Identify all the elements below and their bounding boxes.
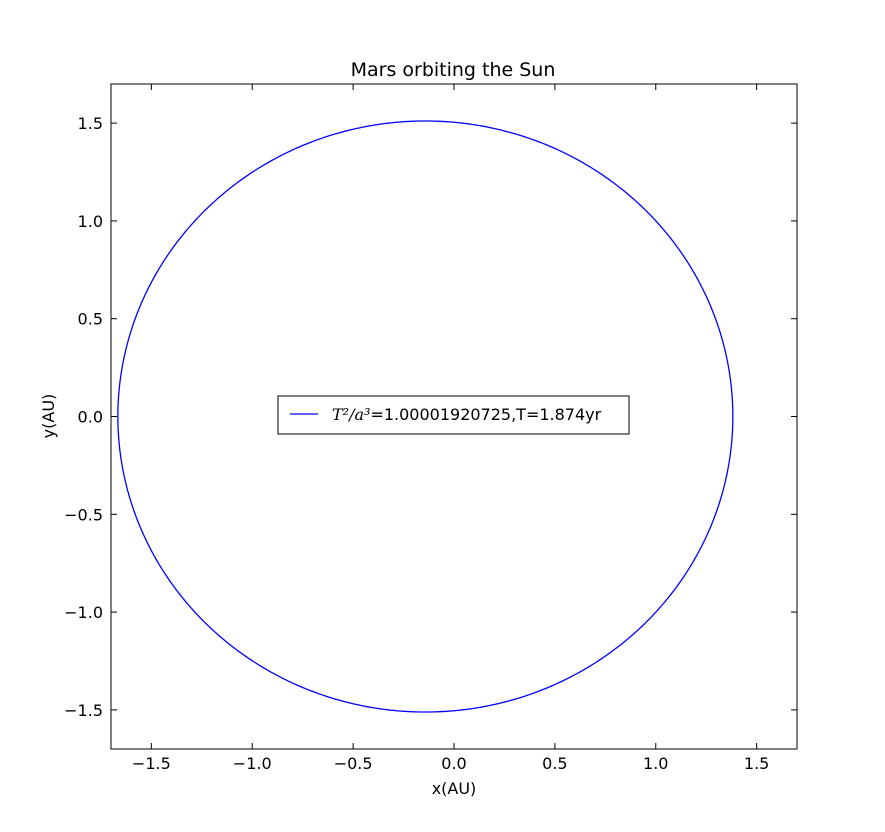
y-tick-label: 0.0 — [78, 408, 103, 427]
tick-labels: −1.5 −1.0 −0.5 0.0 0.5 1.0 1.5 −1.5 −1.0 −0.5 0.0 0… — [64, 114, 769, 773]
y-tick-label: −1.0 — [64, 603, 103, 622]
x-tick-label: −1.5 — [132, 754, 171, 773]
y-tick-label: 1.0 — [78, 212, 103, 231]
y-tick-label: −1.5 — [64, 701, 103, 720]
y-axis-label: y(AU) — [39, 394, 58, 439]
x-tick-label: −0.5 — [334, 754, 373, 773]
chart-title: Mars orbiting the Sun — [351, 59, 556, 81]
orbit-line — [117, 120, 734, 713]
legend: T²/a³=1.00001920725,T=1.874yr — [277, 395, 630, 435]
x-tick-label: 1.0 — [643, 754, 668, 773]
legend-box — [277, 395, 630, 435]
y-tick-label: 1.5 — [78, 114, 103, 133]
y-tick-label: −0.5 — [64, 505, 103, 524]
x-tick-label: −1.0 — [233, 754, 272, 773]
legend-math: T²/a³ — [332, 405, 370, 424]
x-tick-label: 1.5 — [744, 754, 769, 773]
x-tick-label: 0.0 — [441, 754, 466, 773]
legend-label: T²/a³=1.00001920725,T=1.874yr — [332, 405, 602, 424]
legend-value: =1.00001920725,T=1.874yr — [370, 405, 601, 424]
y-tick-label: 0.5 — [78, 310, 103, 329]
x-tick-label: 0.5 — [542, 754, 567, 773]
x-axis-label: x(AU) — [432, 779, 477, 798]
